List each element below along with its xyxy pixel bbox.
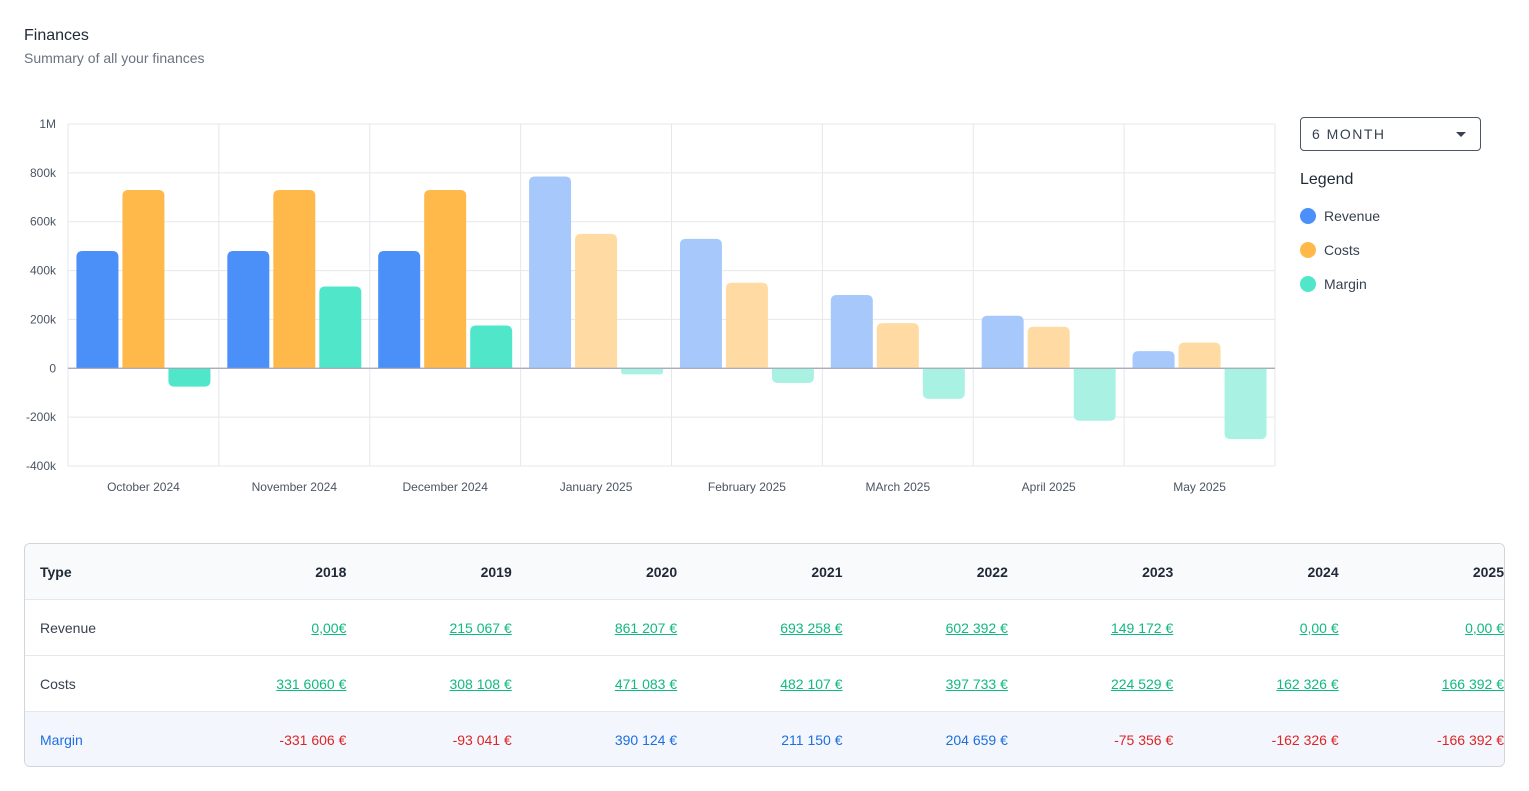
y-tick-label: 0 <box>49 361 56 375</box>
bar-revenue <box>378 251 421 369</box>
costs-dot-icon <box>1300 242 1316 258</box>
x-tick-label: MArch 2025 <box>865 480 930 494</box>
costs-value-link[interactable]: 397 733 € <box>945 675 1008 692</box>
bar-costs <box>122 189 165 369</box>
x-tick-label: December 2024 <box>402 480 488 494</box>
x-tick-label: April 2025 <box>1022 480 1076 494</box>
finances-bar-chart: 1M 800k 600k 400k 200k 0 -200k -400k October 202… <box>26 117 1276 494</box>
column-header-year: 2024 <box>1173 544 1339 600</box>
bar-costs <box>575 233 618 369</box>
legend-label-revenue: Revenue <box>1324 208 1381 224</box>
x-tick-label: January 2025 <box>560 480 633 494</box>
y-tick-label: -200k <box>26 410 57 424</box>
margin-value: 204 659 € <box>842 711 1008 766</box>
y-tick-label: 400k <box>30 264 57 278</box>
costs-value-link[interactable]: 331 6060 € <box>276 675 347 692</box>
period-select[interactable]: 6 MONTH <box>1300 117 1481 151</box>
y-tick-label: 800k <box>30 166 57 180</box>
period-select-value: 6 MONTH <box>1312 126 1386 142</box>
legend-item-revenue: Revenue <box>1300 208 1380 224</box>
revenue-value-link[interactable]: 0,00 € <box>1465 619 1504 636</box>
legend-item-margin: Margin <box>1300 276 1380 292</box>
y-tick-label: 1M <box>39 117 56 131</box>
column-header-year: 2022 <box>842 544 1008 600</box>
margin-value: -162 326 € <box>1173 711 1339 766</box>
costs-value-link[interactable]: 166 392 € <box>1441 675 1504 692</box>
costs-value-link[interactable]: 471 083 € <box>614 675 678 692</box>
column-header-type: Type <box>25 544 181 600</box>
table-row-revenue: Revenue 0,00€ 215 067 € 861 207 € 693 25… <box>25 599 1504 656</box>
legend-label-margin: Margin <box>1324 276 1367 292</box>
bar-revenue <box>227 251 270 369</box>
bar-costs <box>876 323 919 369</box>
column-header-year: 2025 <box>1338 544 1504 600</box>
bar-margin <box>1073 368 1116 421</box>
bar-costs <box>424 189 467 369</box>
x-tick-label: May 2025 <box>1173 480 1226 494</box>
costs-value-link[interactable]: 224 529 € <box>1110 675 1174 692</box>
revenue-value-link[interactable]: 215 067 € <box>449 619 512 636</box>
column-header-year: 2020 <box>511 544 678 600</box>
revenue-value-link[interactable]: 602 392 € <box>945 619 1008 636</box>
column-header-year: 2019 <box>346 544 512 600</box>
bar-margin <box>319 286 362 369</box>
revenue-value-link[interactable]: 149 172 € <box>1110 619 1174 636</box>
bar-margin <box>922 368 965 399</box>
revenue-value-link[interactable]: 861 207 € <box>614 619 678 636</box>
finances-table: Type 2018 2019 2020 2021 2022 2023 2024 … <box>24 543 1505 767</box>
bar-costs <box>725 282 768 369</box>
revenue-value-link[interactable]: 693 258 € <box>780 619 843 636</box>
legend-label-costs: Costs <box>1324 242 1360 258</box>
legend-title: Legend <box>1300 171 1354 188</box>
bar-revenue <box>679 238 722 369</box>
page-header: Finances Summary of all your finances <box>24 26 205 67</box>
row-label-margin: Margin <box>25 711 181 766</box>
column-header-year: 2021 <box>677 544 843 600</box>
margin-dot-icon <box>1300 276 1316 292</box>
bar-revenue <box>76 251 119 369</box>
bar-margin <box>771 368 814 383</box>
bar-margin <box>621 368 664 375</box>
x-tick-label: November 2024 <box>252 480 338 494</box>
margin-value: 390 124 € <box>511 711 678 766</box>
bar-margin <box>470 325 513 369</box>
costs-value-link[interactable]: 482 107 € <box>780 675 843 692</box>
bar-revenue <box>529 176 572 369</box>
revenue-value-link[interactable]: 0,00€ <box>311 619 347 636</box>
bar-costs <box>1178 342 1221 369</box>
row-label-costs: Costs <box>25 655 181 712</box>
caret-down-icon <box>1456 132 1466 137</box>
bar-margin <box>1224 368 1267 440</box>
page-subtitle: Summary of all your finances <box>24 50 205 66</box>
x-tick-label: October 2024 <box>107 480 180 494</box>
margin-value: -331 606 € <box>181 711 347 766</box>
margin-value: 211 150 € <box>677 711 843 766</box>
costs-value-link[interactable]: 308 108 € <box>449 675 512 692</box>
table-row-margin: Margin -331 606 € -93 041 € 390 124 € 21… <box>25 711 1504 766</box>
bar-margin <box>168 368 211 387</box>
margin-value: -93 041 € <box>346 711 512 766</box>
x-tick-label: February 2025 <box>708 480 786 494</box>
bar-revenue <box>1132 351 1175 369</box>
legend-item-costs: Costs <box>1300 242 1380 258</box>
revenue-dot-icon <box>1300 208 1316 224</box>
page-title: Finances <box>24 27 89 44</box>
costs-value-link[interactable]: 162 326 € <box>1276 675 1339 692</box>
revenue-value-link[interactable]: 0,00 € <box>1299 619 1339 636</box>
table-header-row: Type 2018 2019 2020 2021 2022 2023 2024 … <box>25 544 1504 600</box>
y-tick-label: -400k <box>26 459 57 473</box>
column-header-year: 2018 <box>181 544 347 600</box>
table-row-costs: Costs 331 6060 € 308 108 € 471 083 € 482… <box>25 655 1504 712</box>
margin-value: -75 356 € <box>1007 711 1174 766</box>
row-label-revenue: Revenue <box>25 599 181 656</box>
column-header-year: 2023 <box>1007 544 1174 600</box>
bar-revenue <box>981 315 1024 369</box>
chart-legend: Legend Revenue Costs Margin <box>1300 171 1380 310</box>
y-tick-label: 600k <box>30 215 57 229</box>
bar-costs <box>273 189 316 369</box>
margin-value: -166 392 € <box>1338 711 1504 766</box>
bar-costs <box>1027 326 1070 369</box>
y-tick-label: 200k <box>30 312 57 326</box>
bar-revenue <box>830 295 873 369</box>
